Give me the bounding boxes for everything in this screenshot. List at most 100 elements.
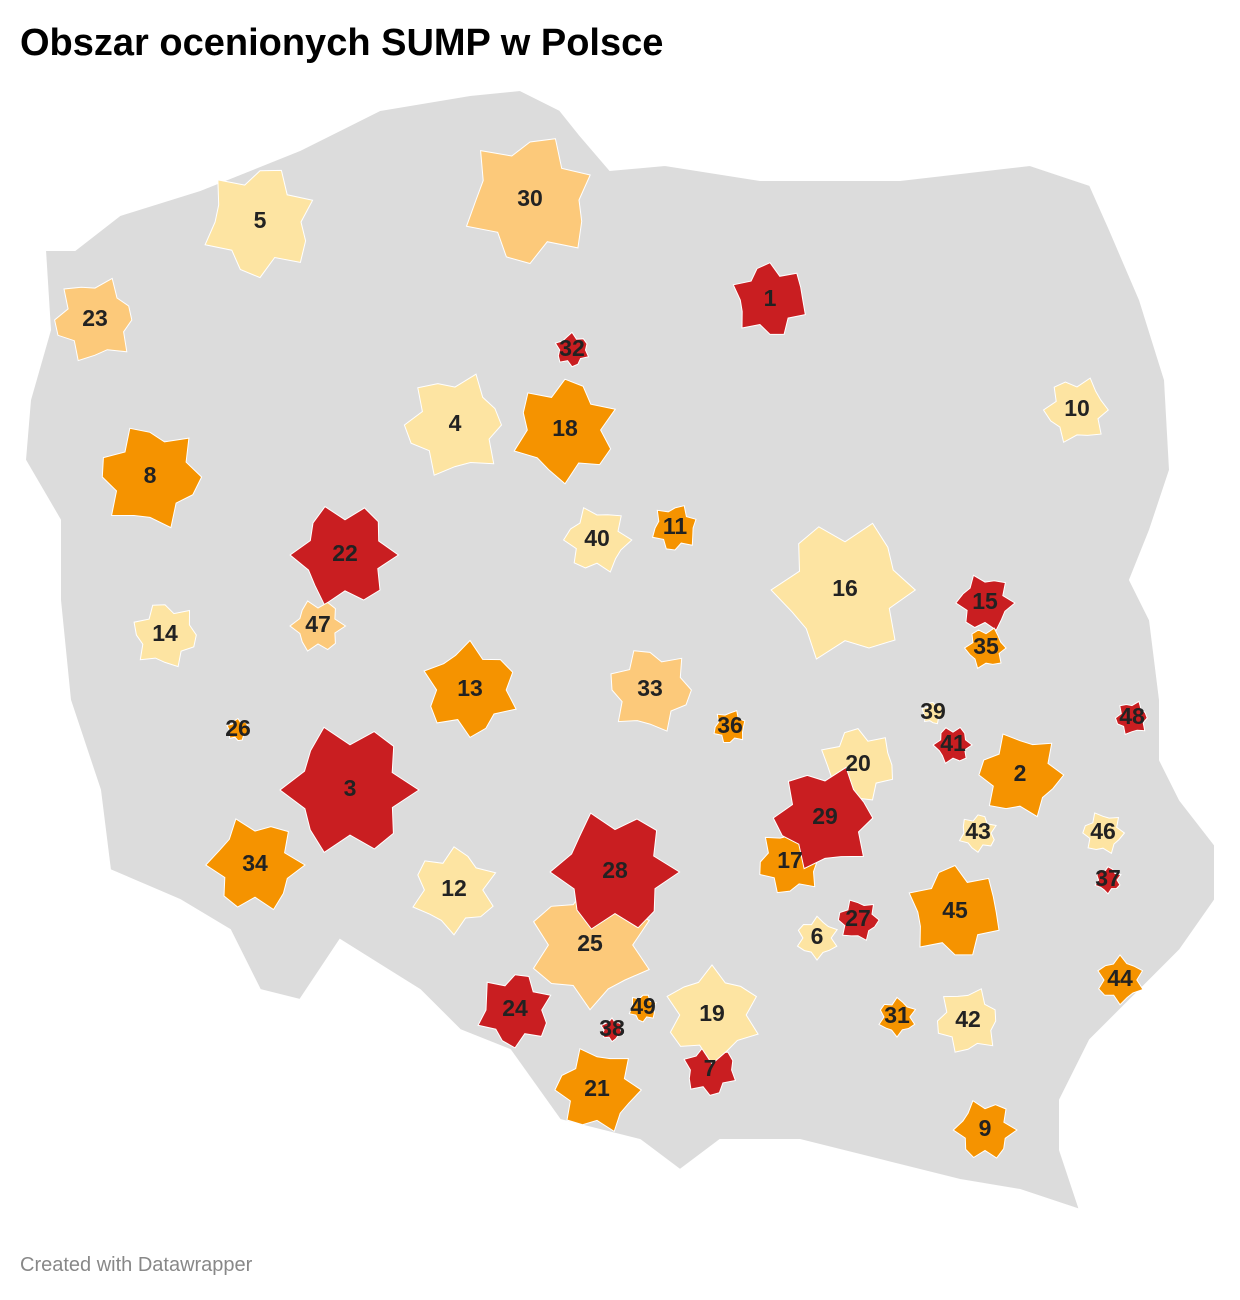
region-label: 31 (884, 1002, 910, 1028)
labels: 1234567891011121314151617181920212223242… (82, 185, 1145, 1141)
region (713, 710, 746, 744)
region-label: 32 (559, 335, 585, 361)
region (477, 974, 552, 1049)
region (963, 627, 1007, 670)
region (908, 864, 1000, 956)
region (600, 1017, 624, 1043)
title: Obszar ocenionych SUMP w Polsce (20, 22, 664, 64)
region-label: 22 (332, 540, 358, 566)
region-label: 23 (82, 305, 108, 331)
region-label: 20 (845, 750, 871, 776)
region-label: 49 (630, 993, 656, 1019)
credit: Created with Datawrapper (20, 1254, 253, 1276)
region-label: 9 (979, 1115, 992, 1141)
region (562, 506, 633, 573)
region-label: 38 (599, 1015, 625, 1041)
region-label: 27 (845, 905, 871, 931)
region (978, 733, 1065, 818)
region-label: 15 (972, 588, 998, 614)
region (289, 600, 347, 652)
region (796, 915, 838, 961)
region (628, 994, 657, 1023)
region-label: 6 (811, 923, 824, 949)
region-label: 17 (777, 847, 803, 873)
region (1082, 812, 1126, 855)
region-label: 46 (1090, 818, 1116, 844)
region-label: 47 (305, 611, 331, 637)
region (958, 814, 997, 854)
region-label: 34 (242, 850, 268, 876)
region-label: 42 (955, 1006, 981, 1032)
region-label: 18 (552, 415, 578, 441)
region (101, 427, 203, 529)
region-label: 8 (144, 462, 157, 488)
region-label: 3 (344, 775, 357, 801)
region-label: 13 (457, 675, 483, 701)
region-label: 10 (1064, 395, 1090, 421)
region (423, 639, 517, 739)
country-outline (23, 88, 1216, 1212)
region-label: 21 (584, 1075, 610, 1101)
region-label: 7 (704, 1055, 717, 1081)
region-label: 28 (602, 857, 628, 883)
region-label: 16 (832, 575, 858, 601)
region-label: 14 (152, 620, 178, 646)
region-label: 30 (517, 185, 543, 211)
region-label: 41 (940, 730, 966, 756)
region (549, 812, 681, 930)
region (403, 373, 503, 476)
region (54, 277, 133, 362)
region (133, 604, 197, 668)
region-label: 11 (663, 513, 688, 539)
region (226, 717, 250, 742)
region (878, 996, 917, 1038)
region-label: 43 (965, 818, 991, 844)
region-label: 36 (717, 712, 743, 738)
region-label: 37 (1095, 865, 1121, 891)
region-label: 39 (920, 698, 946, 724)
region (932, 726, 973, 765)
region-label: 33 (637, 675, 663, 701)
region (772, 766, 874, 870)
region-label: 35 (973, 633, 999, 659)
region (204, 169, 314, 279)
region (936, 988, 997, 1053)
region (732, 262, 806, 335)
region (1094, 866, 1122, 895)
region (465, 138, 591, 265)
regions (54, 138, 1148, 1159)
region-label: 19 (699, 1000, 725, 1026)
region-label: 45 (942, 897, 968, 923)
region (921, 701, 945, 725)
region (666, 964, 759, 1065)
region (1114, 700, 1148, 736)
region (205, 818, 306, 911)
region-label: 44 (1107, 965, 1133, 991)
region (279, 726, 420, 854)
region (952, 1099, 1018, 1159)
region (651, 505, 697, 551)
region-label: 1 (764, 285, 777, 311)
region (412, 846, 497, 936)
region (1097, 954, 1144, 1006)
region (1042, 377, 1109, 444)
region (513, 378, 617, 485)
region-label: 40 (584, 525, 610, 551)
region-label: 24 (502, 995, 528, 1021)
region (554, 331, 590, 368)
region (610, 650, 692, 732)
region-label: 26 (225, 715, 251, 741)
region-label: 48 (1119, 703, 1145, 729)
region-label: 2 (1014, 760, 1027, 786)
region-label: 4 (449, 410, 462, 436)
region (770, 522, 917, 660)
region-label: 5 (254, 207, 267, 233)
region (289, 505, 400, 606)
region-label: 25 (577, 930, 603, 956)
region (955, 574, 1016, 631)
region (554, 1047, 643, 1133)
region-label: 29 (812, 803, 838, 829)
region-label: 12 (441, 875, 467, 901)
